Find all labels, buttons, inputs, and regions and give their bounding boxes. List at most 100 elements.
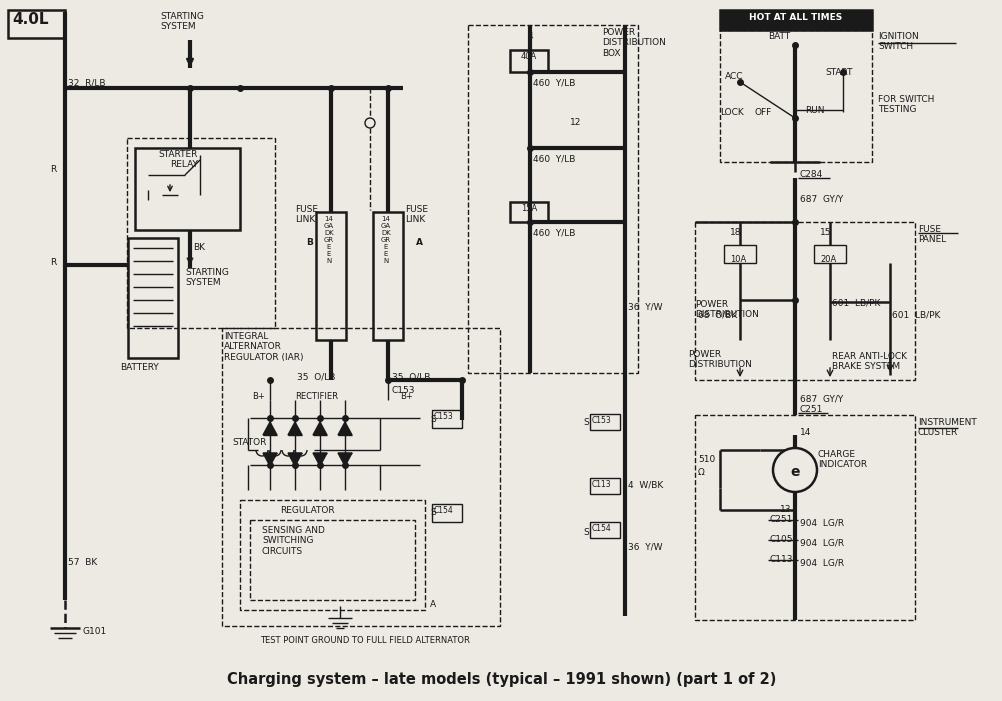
Text: B+: B+ bbox=[252, 392, 265, 401]
Text: IGNITION
SWITCH: IGNITION SWITCH bbox=[877, 32, 918, 51]
Polygon shape bbox=[288, 422, 302, 435]
Polygon shape bbox=[313, 453, 327, 466]
Text: S: S bbox=[582, 528, 588, 537]
Polygon shape bbox=[338, 453, 352, 466]
Text: POWER
DISTRIBUTION: POWER DISTRIBUTION bbox=[694, 300, 759, 320]
Polygon shape bbox=[263, 453, 277, 466]
Text: R: R bbox=[50, 258, 56, 267]
Bar bbox=[127, 138, 275, 328]
Text: C113: C113 bbox=[591, 480, 611, 489]
Text: C105: C105 bbox=[770, 535, 793, 544]
Text: 460  Y/LB: 460 Y/LB bbox=[532, 78, 575, 87]
Bar bbox=[589, 478, 619, 494]
Text: S: S bbox=[582, 418, 588, 427]
Bar bbox=[221, 328, 500, 626]
Text: 32  R/LB: 32 R/LB bbox=[68, 78, 105, 87]
Text: C154: C154 bbox=[434, 506, 453, 515]
Bar bbox=[468, 25, 637, 373]
Bar bbox=[723, 245, 756, 263]
Text: 57  BK: 57 BK bbox=[68, 558, 97, 567]
Text: Ω: Ω bbox=[697, 468, 704, 477]
Text: 15: 15 bbox=[820, 228, 831, 237]
Text: 14
GA
DK
GR
E
E
N: 14 GA DK GR E E N bbox=[324, 216, 334, 264]
Text: REGULATOR: REGULATOR bbox=[280, 506, 335, 515]
Text: 601  LB/PK: 601 LB/PK bbox=[832, 298, 880, 307]
Text: 10A: 10A bbox=[729, 255, 745, 264]
Text: C113: C113 bbox=[770, 555, 793, 564]
Text: C154: C154 bbox=[591, 524, 611, 533]
Text: 4: 4 bbox=[527, 32, 532, 41]
Text: C284: C284 bbox=[800, 170, 823, 179]
Text: 460  Y/LB: 460 Y/LB bbox=[532, 154, 575, 163]
Text: 68  O/BK: 68 O/BK bbox=[697, 310, 736, 319]
Text: POWER
DISTRIBUTION
BOX: POWER DISTRIBUTION BOX bbox=[601, 28, 665, 57]
Text: C251: C251 bbox=[800, 405, 823, 414]
Text: 13: 13 bbox=[780, 505, 791, 514]
Polygon shape bbox=[313, 422, 327, 435]
Text: FOR SWITCH
TESTING: FOR SWITCH TESTING bbox=[877, 95, 934, 114]
Text: 40A: 40A bbox=[520, 52, 537, 61]
Bar bbox=[719, 30, 871, 162]
Text: B: B bbox=[306, 238, 313, 247]
Bar bbox=[249, 520, 415, 600]
Polygon shape bbox=[288, 453, 302, 466]
Text: A: A bbox=[416, 238, 423, 247]
Text: RECTIFIER: RECTIFIER bbox=[295, 392, 338, 401]
Text: TEST POINT GROUND TO FULL FIELD ALTERNATOR: TEST POINT GROUND TO FULL FIELD ALTERNAT… bbox=[260, 636, 469, 645]
Circle shape bbox=[773, 448, 817, 492]
Text: LOCK: LOCK bbox=[719, 108, 743, 117]
Text: STARTER
RELAY: STARTER RELAY bbox=[158, 150, 197, 170]
Text: BATTERY: BATTERY bbox=[120, 363, 158, 372]
Polygon shape bbox=[338, 422, 352, 435]
Bar bbox=[316, 212, 346, 340]
Text: 36  Y/W: 36 Y/W bbox=[627, 542, 662, 551]
Text: POWER
DISTRIBUTION: POWER DISTRIBUTION bbox=[687, 350, 752, 369]
Text: 14: 14 bbox=[800, 428, 811, 437]
Bar bbox=[135, 148, 239, 230]
Text: 601  LB/PK: 601 LB/PK bbox=[891, 310, 940, 319]
Text: B+: B+ bbox=[400, 392, 413, 401]
Bar bbox=[239, 500, 425, 610]
Text: STARTING
SYSTEM: STARTING SYSTEM bbox=[160, 12, 203, 32]
Text: 460  Y/LB: 460 Y/LB bbox=[532, 228, 575, 237]
Bar bbox=[814, 245, 845, 263]
Text: ACC: ACC bbox=[724, 72, 742, 81]
Bar bbox=[128, 238, 177, 358]
Text: REAR ANTI-LOCK
BRAKE SYSTEM: REAR ANTI-LOCK BRAKE SYSTEM bbox=[832, 352, 906, 372]
Text: 12: 12 bbox=[569, 118, 581, 127]
Bar bbox=[432, 410, 462, 428]
Text: C153: C153 bbox=[392, 386, 415, 395]
Text: START: START bbox=[825, 68, 852, 77]
Text: C153: C153 bbox=[591, 416, 611, 425]
Text: 904  LG/R: 904 LG/R bbox=[800, 538, 844, 547]
Text: 14
GA
DK
GR
E
E
N: 14 GA DK GR E E N bbox=[381, 216, 391, 264]
Text: 4  W/BK: 4 W/BK bbox=[627, 480, 662, 489]
Text: 15A: 15A bbox=[520, 204, 537, 213]
Text: OFF: OFF bbox=[755, 108, 772, 117]
Text: FUSE
PANEL: FUSE PANEL bbox=[917, 225, 945, 245]
Text: 510: 510 bbox=[697, 455, 714, 464]
Text: STARTING
SYSTEM: STARTING SYSTEM bbox=[184, 268, 228, 287]
Text: C153: C153 bbox=[434, 412, 453, 421]
Bar bbox=[8, 10, 65, 38]
Text: BK: BK bbox=[192, 243, 204, 252]
Text: 687  GY/Y: 687 GY/Y bbox=[800, 395, 843, 404]
Polygon shape bbox=[263, 422, 277, 435]
Text: 36  Y/W: 36 Y/W bbox=[627, 302, 662, 311]
Bar bbox=[694, 222, 914, 380]
Bar bbox=[589, 522, 619, 538]
Bar bbox=[589, 414, 619, 430]
Text: INSTRUMENT
CLUSTER: INSTRUMENT CLUSTER bbox=[917, 418, 976, 437]
Text: S: S bbox=[430, 415, 435, 424]
Bar bbox=[432, 504, 462, 522]
Text: FUSE
LINK: FUSE LINK bbox=[295, 205, 318, 235]
Text: R: R bbox=[50, 165, 56, 174]
Text: 4.0L: 4.0L bbox=[12, 12, 48, 27]
Text: 35  O/LB: 35 O/LB bbox=[297, 372, 335, 381]
Text: A: A bbox=[430, 600, 436, 609]
Bar bbox=[694, 415, 914, 620]
Text: 35  O/LB: 35 O/LB bbox=[392, 372, 430, 381]
Text: CHARGE
INDICATOR: CHARGE INDICATOR bbox=[818, 450, 867, 470]
Text: FUSE
LINK: FUSE LINK bbox=[405, 205, 428, 235]
Text: e: e bbox=[790, 465, 799, 479]
